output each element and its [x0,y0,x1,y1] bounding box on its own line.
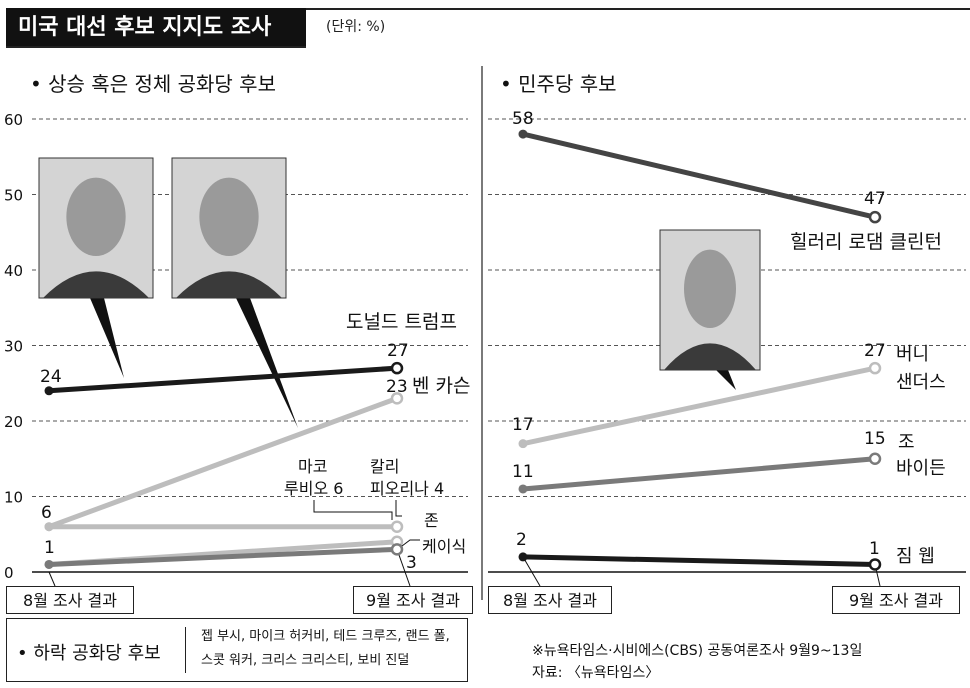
series-name-kasich-1: 존 [424,511,439,530]
data-point-sep [390,392,404,405]
title-underline [6,46,306,48]
series-name-fiorina-1: 칼리 [370,457,399,476]
left-sep-label: 9월 조사 결과 [353,586,473,614]
series-line [46,395,400,530]
data-point-aug [518,484,528,494]
y-tick-label: 30 [4,338,23,356]
series-name-carson: 벤 카슨 [412,375,470,397]
y-tick-label: 40 [4,262,23,280]
series-name-kasich-2: 케이식 [422,537,466,556]
series-name-webb: 짐 웹 [896,546,935,567]
photo-trump-face [66,177,126,256]
lead-left-aug [48,571,56,587]
data-point-aug [44,386,54,396]
y-tick-label: 60 [4,111,23,129]
lead-right-aug [522,556,541,587]
series-lines [44,129,882,571]
series-name-sanders-2: 샌더스 [896,372,946,393]
gridlines [32,66,966,600]
header-rule [306,8,970,10]
series-line [46,365,400,394]
series-name-sanders-1: 버니 [896,344,929,365]
value-label: 23 [386,377,408,397]
source-line-1: ※뉴욕타임스·시비에스(CBS) 공동여론조사 9월9~13일 [532,643,863,659]
series-line [46,546,400,567]
value-label: 17 [512,415,534,435]
data-point-aug [518,552,528,562]
series-name-biden-1: 조 [898,432,915,453]
value-label: 47 [864,189,886,209]
y-tick-label: 10 [4,489,23,507]
series-name-clinton: 힐러리 로댐 클린턴 [790,231,942,253]
data-point-sep [868,210,882,224]
declined-divider [185,627,186,673]
chart-title: 미국 대선 후보 지지도 조사 [6,8,306,48]
series-line [520,131,878,220]
value-label: 11 [512,462,534,482]
series-name-rubio-1: 마코 [298,457,327,476]
series-name-fiorina-2: 피오리나 4 [370,479,444,498]
photo-sanders-suit [664,343,756,370]
data-point-aug [44,522,54,532]
democrat-title: • 민주당 후보 [500,72,617,96]
rubio-callout [313,500,393,520]
declined-names: 젭 부시, 마이크 허커비, 테드 크루즈, 랜드 폴, 스콧 워커, 크리스 … [201,629,450,668]
chart-text: 0 10 20 30 40 50 60 24 27 6 23 1 3 58 47 17 27 11 15 2 1 도널드 … [4,109,946,582]
series-line [520,456,878,492]
value-label: 1 [869,539,880,559]
value-label: 1 [44,538,55,558]
data-point-aug [518,129,528,139]
series-name-biden-2: 바이든 [896,458,946,479]
data-point-sep [868,361,882,375]
value-label: 27 [387,341,409,361]
republican-rising-title: • 상승 혹은 정체 공화당 후보 [30,72,276,96]
y-tick-label: 20 [4,413,23,431]
unit-label: (단위: %) [326,19,386,35]
y-tick-label: 0 [4,564,14,582]
photo-carson-pointer [236,298,298,428]
photo-sanders-face [684,249,736,328]
series-line [520,554,878,567]
photo-carson-face [199,177,259,256]
series-name-trump: 도널드 트럼프 [346,311,457,333]
value-label: 24 [40,367,62,387]
kasich-callout [401,539,420,547]
value-label: 15 [864,429,886,449]
value-label: 3 [406,553,417,573]
right-sep-label: 9월 조사 결과 [832,586,960,614]
declined-candidates-box: • 하락 공화당 후보 젭 부시, 마이크 허커비, 테드 크루즈, 랜드 폴,… [6,618,468,682]
photo-carson-suit [176,271,282,298]
data-point-sep [868,558,882,571]
value-label: 27 [864,341,886,361]
data-point-sep [390,543,404,556]
data-point-sep [868,452,882,465]
fiorina-callout [395,500,402,517]
y-tick-label: 50 [4,187,23,205]
right-aug-label: 8월 조사 결과 [488,586,612,614]
data-point-aug [44,559,54,569]
photos [38,157,761,428]
declined-heading: • 하락 공화당 후보 [17,643,161,664]
data-point-sep [390,520,404,533]
source-note: ※뉴욕타임스·시비에스(CBS) 공동여론조사 9월9~13일 자료: 〈뉴욕타… [532,640,862,684]
lead-left-sep [396,549,411,587]
series-line [520,365,878,447]
series-name-rubio-2: 루비오 6 [284,479,343,498]
value-label: 2 [516,530,527,550]
source-line-2: 자료: 〈뉴욕타임스〉 [532,665,660,681]
photo-sanders-pointer [716,370,736,390]
photo-trump-suit [43,271,149,298]
left-aug-label: 8월 조사 결과 [6,586,134,614]
data-point-sep [390,361,404,375]
value-label: 6 [41,503,52,523]
photo-trump-pointer [90,298,124,378]
value-label: 58 [512,109,534,129]
data-point-aug [518,439,528,449]
